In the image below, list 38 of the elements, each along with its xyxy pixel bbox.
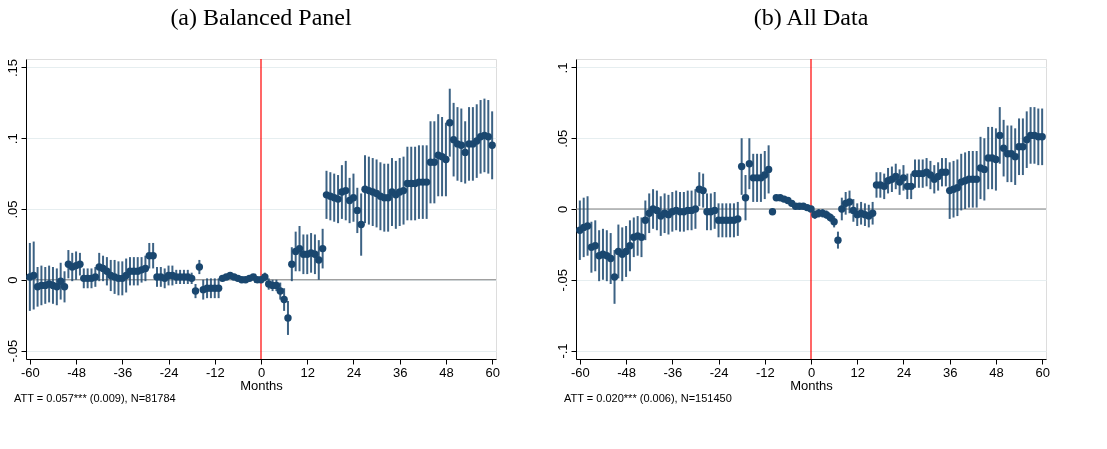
x-axis-title: Months [240,377,284,393]
chart-title: (a) Balanced Panel [170,4,352,31]
x-tick-label: -12 [755,364,775,380]
x-axis-title: Months [790,377,834,393]
y-tick-label: 0 [554,205,570,214]
x-tick-label: -48 [617,364,636,380]
y-tick-label: .15 [4,58,20,78]
x-tick-label: 12 [850,364,865,380]
y-tick-label: -.05 [554,269,570,292]
text: ATT = 0.020*** (0.006), N=151450 [564,392,732,404]
y-tick-label: .1 [554,62,570,74]
y-tick-label: .05 [4,200,20,219]
x-tick-label: 60 [1035,364,1050,380]
x-tick-label: 36 [392,364,408,380]
x-tick-label: -60 [570,364,590,380]
text: ATT = 0.057*** (0.009), N=81784 [14,392,176,404]
x-tick-label: 36 [942,364,958,380]
x-tick-label: 24 [896,364,912,380]
x-tick-label: 12 [300,364,315,380]
x-tick-label: -60 [20,364,40,380]
x-tick-label: -36 [113,364,133,380]
x-tick-label: 48 [439,364,454,380]
x-tick-label: -48 [67,364,86,380]
x-tick-label: 48 [989,364,1004,380]
x-tick-label: -12 [205,364,225,380]
x-tick-label: 60 [485,364,500,380]
x-tick-label: -24 [709,364,729,380]
y-tick-label: .05 [554,129,570,148]
x-tick-label: 0 [257,364,266,380]
y-tick-label: .1 [4,133,20,145]
x-tick-label: -36 [663,364,683,380]
x-tick-label: 0 [807,364,816,380]
chart-title: (b) All Data [753,4,869,31]
y-tick-label: -.05 [4,339,20,363]
x-tick-label: -24 [159,364,179,380]
y-tick-label: 0 [4,276,20,284]
x-tick-label: 24 [346,364,362,380]
y-tick-label: -.1 [554,343,570,359]
